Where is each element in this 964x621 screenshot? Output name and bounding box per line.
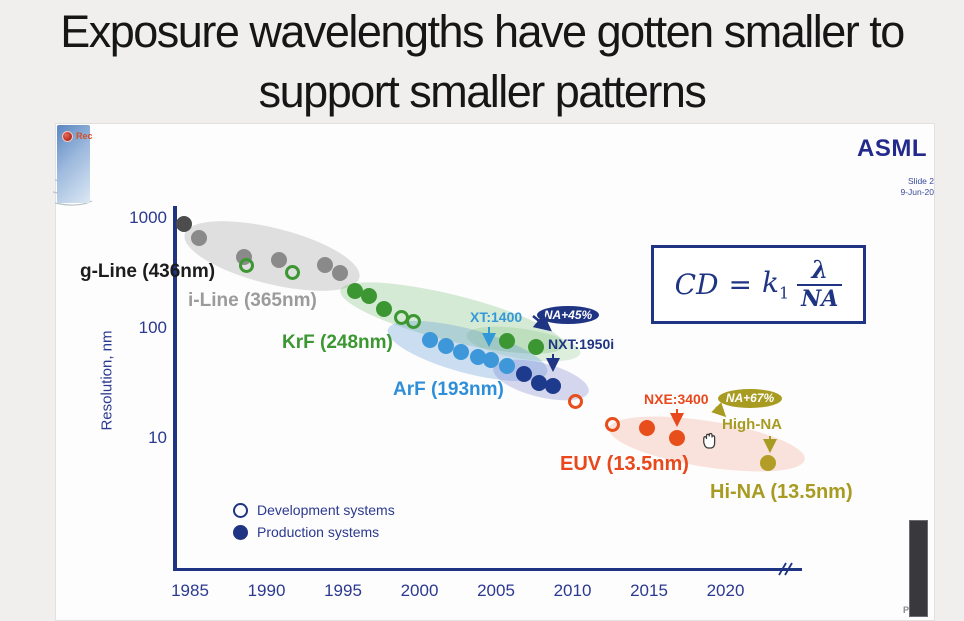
label-arf: ArF (193nm) bbox=[393, 379, 504, 400]
legend-development-label: Development systems bbox=[257, 502, 395, 518]
label-high-na: High-NA bbox=[722, 416, 782, 433]
y-tick-10: 10 bbox=[148, 428, 167, 447]
formula-equals: = bbox=[728, 268, 752, 301]
label-xt1400: XT:1400 bbox=[470, 309, 523, 325]
video-scrub-bar bbox=[909, 520, 928, 617]
badge-na-plus-45: NA+45% bbox=[537, 306, 599, 324]
watermark-p: P bbox=[903, 605, 910, 615]
x-axis-line bbox=[173, 568, 802, 571]
formula-lambda: λ bbox=[811, 255, 829, 284]
y-tick-1000: 1000 bbox=[129, 208, 167, 227]
y-tick-100: 100 bbox=[138, 318, 167, 337]
x-tick-1990: 1990 bbox=[247, 581, 286, 600]
x-tick-2005: 2005 bbox=[477, 581, 515, 600]
label-nxt1950i: NXT:1950i bbox=[548, 336, 615, 352]
slide-note: Slide 2 9-Jun-20 bbox=[860, 176, 934, 198]
formula-fraction: λ NA bbox=[797, 255, 843, 311]
slide-title-line2: support smaller patterns bbox=[258, 66, 707, 117]
screen-recorder-widget[interactable]: Rec bbox=[57, 125, 93, 203]
record-label: Rec bbox=[76, 131, 93, 141]
formula-k1: k1 bbox=[762, 266, 790, 303]
slide-number: Slide 2 bbox=[908, 176, 934, 186]
x-tick-2010: 2010 bbox=[553, 581, 592, 600]
slide-title: Exposure wavelengths have gotten smaller… bbox=[0, 2, 964, 122]
label-nxe3400: NXE:3400 bbox=[644, 391, 709, 407]
formula-cd: CD bbox=[674, 268, 719, 301]
cd-formula-box: CD = k1 λ NA bbox=[651, 245, 866, 324]
legend-filled-circle-icon bbox=[233, 525, 248, 540]
label-euv: EUV (13.5nm) bbox=[560, 453, 689, 475]
label-g-line: g-Line (436nm) bbox=[80, 261, 216, 282]
badge-na-plus-67: NA+67% bbox=[718, 389, 782, 408]
label-i-line: i-Line (365nm) bbox=[188, 290, 317, 311]
x-tick-2020: 2020 bbox=[706, 581, 745, 600]
x-tick-2000: 2000 bbox=[400, 581, 439, 600]
legend-production-label: Production systems bbox=[257, 524, 380, 540]
x-tick-1995: 1995 bbox=[324, 581, 362, 600]
asml-logo: ASML bbox=[857, 135, 927, 162]
slide-title-line1: Exposure wavelengths have gotten smaller… bbox=[60, 6, 905, 57]
label-krf: KrF (248nm) bbox=[282, 332, 393, 353]
formula-na: NA bbox=[797, 284, 843, 311]
y-axis-line bbox=[173, 206, 177, 570]
legend-open-circle-icon bbox=[233, 503, 248, 518]
slide-canvas bbox=[55, 123, 935, 621]
x-tick-2015: 2015 bbox=[630, 581, 668, 600]
slide-date: 9-Jun-20 bbox=[900, 187, 934, 197]
label-hi-na: Hi-NA (13.5nm) bbox=[710, 481, 853, 503]
record-icon bbox=[62, 131, 73, 142]
x-tick-1985: 1985 bbox=[171, 581, 209, 600]
